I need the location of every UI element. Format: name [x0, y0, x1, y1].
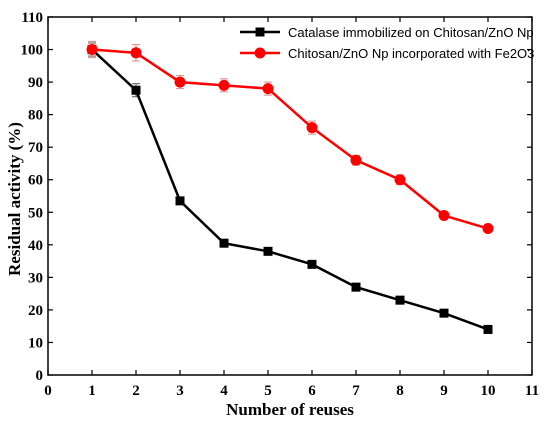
data-point-square — [219, 238, 229, 248]
series-line — [91, 48, 489, 331]
data-point-square — [483, 324, 493, 334]
x-tick-label: 11 — [525, 383, 539, 399]
data-point-square — [131, 85, 141, 95]
data-point-circle — [262, 83, 274, 95]
series-line — [91, 48, 489, 230]
y-tick-label: 30 — [28, 270, 43, 286]
data-point-square — [307, 259, 317, 269]
y-tick-label: 70 — [28, 140, 43, 156]
x-tick-label: 0 — [44, 383, 52, 399]
data-point-square — [395, 295, 405, 305]
legend: Catalase immobilized on Chitosan/ZnO Np C… — [240, 25, 534, 61]
legend-label: Chitosan/ZnO Np incorporated with Fe2O3 — [288, 46, 534, 61]
x-tick-label: 4 — [220, 383, 228, 399]
legend-marker-circle — [254, 47, 266, 59]
legend-entry-1: Catalase immobilized on Chitosan/ZnO Np — [240, 25, 534, 40]
y-tick-label: 100 — [21, 43, 44, 59]
y-axis-title: Residual activity (%) — [5, 122, 24, 276]
data-point-circle — [394, 174, 406, 186]
data-point-square — [439, 308, 449, 318]
x-tick-label: 7 — [352, 383, 360, 399]
x-tick-label: 8 — [396, 383, 404, 399]
data-point-circle — [482, 223, 494, 235]
series — [86, 40, 494, 334]
x-axis-title: Number of reuses — [226, 400, 354, 419]
axes — [47, 16, 533, 376]
series-2 — [86, 40, 494, 235]
y-tick-label: 110 — [21, 10, 43, 26]
data-point-square — [175, 196, 185, 206]
x-tick-label: 9 — [440, 383, 448, 399]
plot-frame — [47, 16, 533, 376]
x-tick-label: 6 — [308, 383, 316, 399]
data-point-circle — [174, 76, 186, 88]
data-point-circle — [130, 47, 142, 59]
y-tick-label: 90 — [28, 75, 43, 91]
y-tick-label: 60 — [28, 173, 43, 189]
legend-marker-square — [255, 27, 265, 37]
data-point-circle — [306, 122, 318, 134]
x-tick-label: 5 — [264, 383, 272, 399]
series-1 — [87, 42, 493, 334]
x-tick-label: 1 — [88, 383, 96, 399]
x-tick-label: 2 — [132, 383, 140, 399]
y-tick-label: 80 — [28, 108, 43, 124]
y-tick-label: 20 — [28, 303, 43, 319]
data-point-circle — [350, 154, 362, 166]
y-tick-label: 40 — [28, 238, 43, 254]
data-point-circle — [438, 210, 450, 222]
y-tick-label: 50 — [28, 205, 43, 221]
y-tick-label: 0 — [36, 368, 44, 384]
data-point-circle — [218, 79, 230, 91]
x-tick-label: 3 — [176, 383, 184, 399]
data-point-square — [263, 246, 273, 256]
legend-entry-2: Chitosan/ZnO Np incorporated with Fe2O3 — [240, 46, 534, 61]
x-tick-label: 10 — [481, 383, 496, 399]
legend-label: Catalase immobilized on Chitosan/ZnO Np — [288, 25, 534, 40]
y-tick-label: 10 — [28, 335, 43, 351]
data-point-circle — [86, 44, 98, 56]
data-point-square — [351, 282, 361, 292]
